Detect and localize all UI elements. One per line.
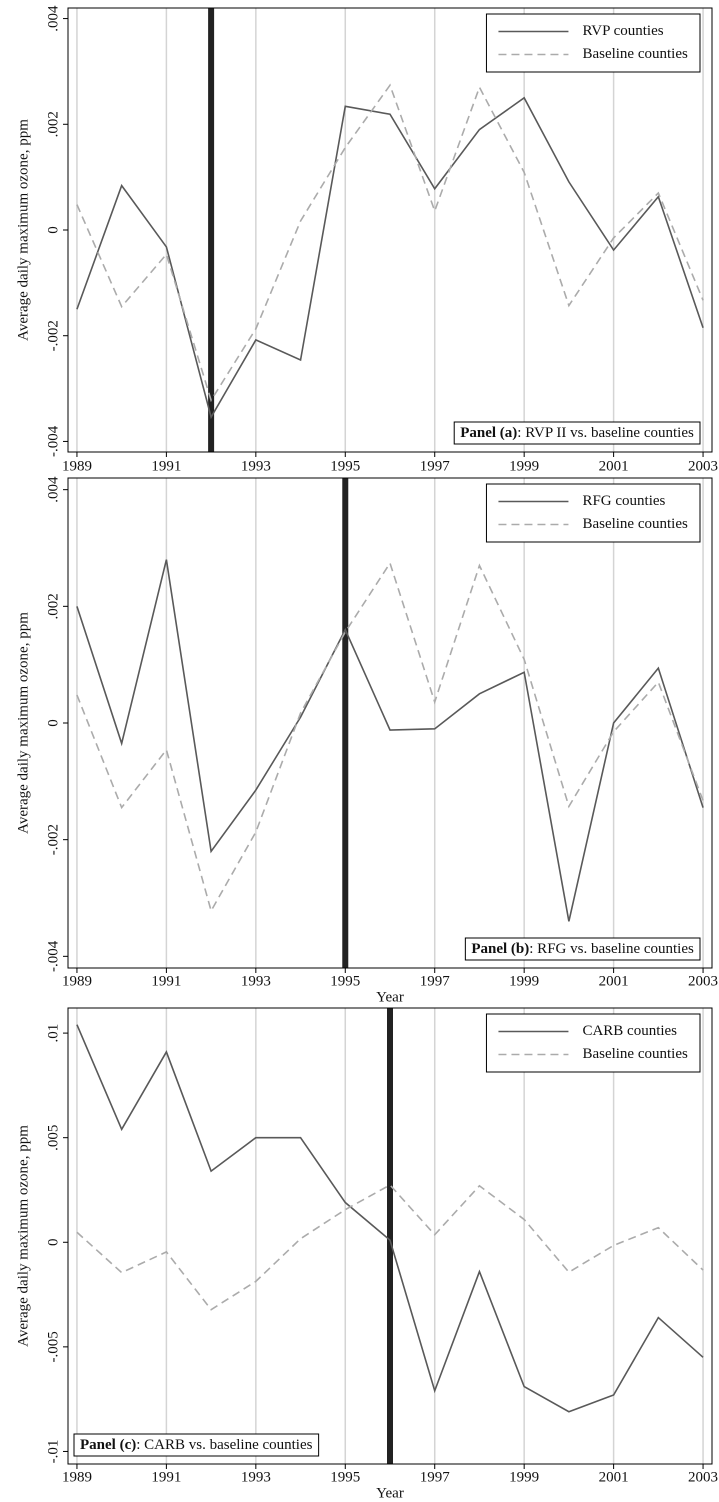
x-tick-label: 1991: [151, 458, 181, 474]
y-tick-label: -.002: [45, 824, 61, 855]
x-tick-label: 1991: [151, 1469, 181, 1485]
x-tick-label: 1993: [241, 1469, 271, 1485]
legend-box: [485, 13, 701, 73]
panel: 1989 1991 1993 1995 1997 1999 2001 2003 -.004 -.0…: [15, 476, 718, 1005]
y-tick-label: 0: [45, 226, 61, 234]
plot-area: [68, 478, 712, 968]
y-tick-label: -.01: [45, 1440, 61, 1464]
series-line: [76, 96, 704, 420]
series-line: [76, 1024, 704, 1413]
plot-frame: [67, 7, 713, 453]
x-tick-label: 1995: [330, 458, 360, 474]
legend-label: RFG counties: [582, 493, 665, 509]
x-tick-label: 1997: [420, 1469, 451, 1485]
y-tick-label: .004: [45, 5, 61, 32]
panel-label-box: [73, 1433, 320, 1457]
legend-box: [485, 1013, 701, 1073]
x-tick-label: 1989: [62, 973, 92, 989]
y-axis-label: Average daily maximum ozone, ppm: [15, 1125, 31, 1347]
y-tick-label: .002: [45, 593, 61, 619]
series-line: [76, 561, 704, 913]
legend-label: Baseline counties: [582, 516, 688, 532]
x-axis-label: Year: [376, 1485, 404, 1501]
y-tick-label: 0: [45, 1239, 61, 1247]
y-tick-label: .002: [45, 111, 61, 137]
legend-label: Baseline counties: [582, 46, 688, 62]
x-tick-label: 2001: [599, 1469, 629, 1485]
panel-label-bold: Panel (b): [471, 941, 529, 957]
panel-label-bold: Panel (c): [80, 1437, 136, 1453]
y-tick-label: .005: [45, 1125, 61, 1151]
x-tick-label: 2003: [688, 973, 718, 989]
x-tick-label: 1995: [330, 1469, 360, 1485]
y-tick-label: -.004: [45, 425, 61, 457]
y-tick-label: -.005: [45, 1331, 61, 1362]
panel-label: Panel (a): RVP II vs. baseline counties: [453, 421, 701, 445]
series-line: [76, 83, 704, 403]
y-tick-label: .004: [45, 476, 61, 503]
panel-label-bold: Panel (a): [460, 425, 517, 441]
x-tick-label: 2003: [688, 458, 718, 474]
y-tick-label: -.004: [45, 940, 61, 972]
x-tick-label: 1999: [509, 973, 539, 989]
x-tick-label: 1993: [241, 973, 271, 989]
panel-label-box: [453, 421, 701, 445]
panel-label-caption: : RFG vs. baseline counties: [529, 941, 694, 957]
panel-label-text: Panel (b): RFG vs. baseline counties: [471, 941, 694, 957]
x-tick-label: 1991: [151, 973, 181, 989]
x-tick-label: 1999: [509, 1469, 539, 1485]
legend-label: Baseline counties: [582, 1046, 688, 1062]
legend-label: CARB counties: [582, 1023, 677, 1039]
panel-label-box: [464, 937, 701, 961]
legend-label: RVP counties: [582, 23, 663, 39]
y-axis-label: Average daily maximum ozone, ppm: [15, 119, 31, 341]
panel-label: Panel (c): CARB vs. baseline counties: [73, 1433, 320, 1457]
x-tick-label: 1989: [62, 1469, 92, 1485]
x-tick-label: 2001: [599, 973, 629, 989]
panel: 1989 1991 1993 1995 1997 1999 2001 2003 -.01 -.00…: [15, 1007, 718, 1501]
panel-label: Panel (b): RFG vs. baseline counties: [464, 937, 701, 961]
x-tick-label: 1999: [509, 458, 539, 474]
series-line: [76, 559, 704, 922]
x-tick-label: 1997: [420, 973, 451, 989]
panel: 1989 1991 1993 1995 1997 1999 2001 2003 -.004 -.0…: [15, 5, 718, 491]
panel-label-caption: : RVP II vs. baseline counties: [517, 425, 694, 441]
panel-label-caption: : CARB vs. baseline counties: [136, 1437, 312, 1453]
y-tick-label: -.002: [45, 320, 61, 351]
y-tick-label: 0: [45, 719, 61, 727]
series-line: [76, 1183, 704, 1311]
plot-area: [68, 8, 712, 452]
legend: RVP counties Baseline counties: [485, 13, 701, 73]
y-tick-label: .01: [45, 1024, 61, 1043]
y-axis-label: Average daily maximum ozone, ppm: [15, 612, 31, 834]
legend: CARB counties Baseline counties: [485, 1013, 701, 1073]
panel-label-text: Panel (c): CARB vs. baseline counties: [80, 1437, 313, 1453]
x-tick-label: 2001: [599, 458, 629, 474]
x-tick-label: 1989: [62, 458, 92, 474]
x-tick-label: 2003: [688, 1469, 718, 1485]
x-axis-label: Year: [376, 989, 404, 1005]
x-tick-label: 1997: [420, 458, 451, 474]
x-tick-label: 1995: [330, 973, 360, 989]
plot-frame: [67, 477, 713, 969]
plot-frame: [67, 1007, 713, 1465]
legend-box: [485, 483, 701, 543]
x-tick-label: 1993: [241, 458, 271, 474]
legend: RFG counties Baseline counties: [485, 483, 701, 543]
panel-label-text: Panel (a): RVP II vs. baseline counties: [460, 425, 694, 441]
